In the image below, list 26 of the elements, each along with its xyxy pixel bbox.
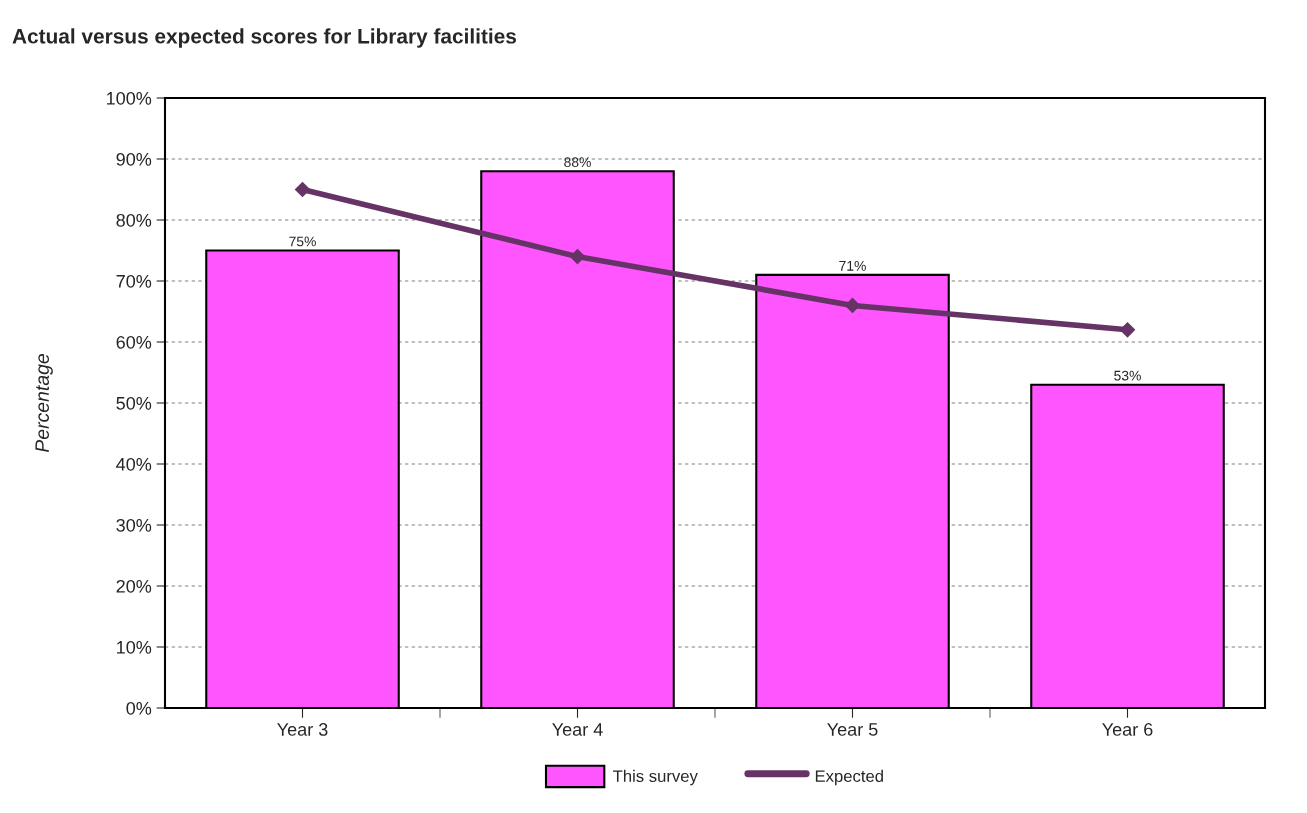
y-tick-label: 60%	[116, 335, 152, 349]
chart-title: Actual versus expected scores for Library facilities	[12, 28, 516, 48]
y-tick-label: 20%	[116, 579, 152, 593]
data-label: 88%	[564, 157, 591, 168]
data-label: 75%	[289, 236, 316, 247]
point	[294, 181, 311, 198]
y-tick-label: 30%	[116, 518, 152, 532]
x-tick-label: Year 6	[1102, 723, 1153, 736]
y-tick-label: 40%	[116, 457, 152, 471]
y-tick-label: 90%	[116, 152, 152, 166]
point	[569, 249, 586, 265]
x-tick-label: Year 4	[552, 723, 603, 736]
data-label: 71%	[839, 260, 866, 271]
x-tick-label: Year 3	[277, 723, 328, 736]
y-tick-label: 70%	[116, 274, 152, 288]
y-tick-label: 10%	[117, 640, 152, 654]
y-axis-title: Percentage	[35, 353, 53, 453]
y-tick-label: 80%	[116, 213, 152, 227]
y-tick-label: 100%	[107, 91, 152, 105]
legend-label: Expected	[815, 769, 883, 786]
point	[844, 297, 861, 313]
y-tick-label: 50%	[116, 396, 152, 410]
y-tick-label: 0%	[126, 701, 152, 715]
legend-label: This survey	[613, 769, 698, 786]
data-label: 53%	[1114, 370, 1141, 381]
x-tick-label: Year 5	[827, 723, 878, 736]
